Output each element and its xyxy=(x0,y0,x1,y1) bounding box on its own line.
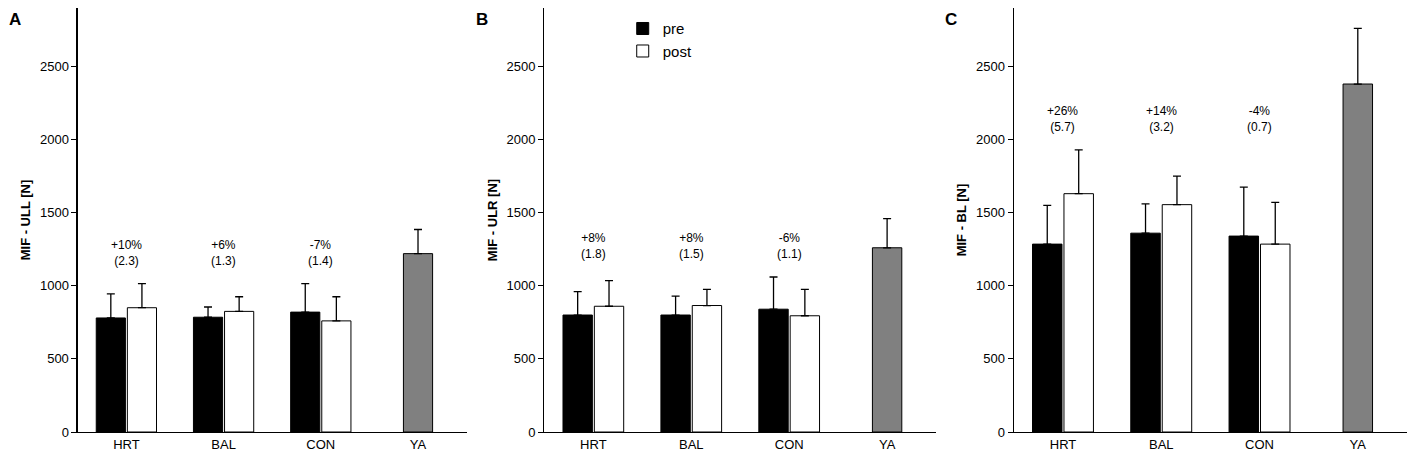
svg-text:+8%(1.8): +8%(1.8) xyxy=(581,231,606,261)
svg-text:1000: 1000 xyxy=(507,278,536,293)
svg-text:MIF - BL [N]: MIF - BL [N] xyxy=(954,184,969,257)
svg-text:HRT: HRT xyxy=(113,437,140,452)
svg-text:2000: 2000 xyxy=(976,132,1005,147)
svg-text:500: 500 xyxy=(983,351,1005,366)
svg-text:BAL: BAL xyxy=(1149,437,1174,452)
svg-text:MIF - ULL [N]: MIF - ULL [N] xyxy=(18,180,33,261)
svg-text:+6%(1.3): +6%(1.3) xyxy=(211,238,236,268)
svg-text:1000: 1000 xyxy=(40,278,69,293)
svg-text:CON: CON xyxy=(1245,437,1274,452)
svg-text:CON: CON xyxy=(306,437,335,452)
svg-text:BAL: BAL xyxy=(211,437,236,452)
svg-text:2000: 2000 xyxy=(40,132,69,147)
svg-text:500: 500 xyxy=(514,351,536,366)
svg-text:0: 0 xyxy=(998,425,1005,440)
svg-text:+8%(1.5): +8%(1.5) xyxy=(679,231,704,261)
svg-text:pre: pre xyxy=(663,20,685,37)
svg-text:YA: YA xyxy=(410,437,427,452)
svg-text:MIF - ULR [N]: MIF - ULR [N] xyxy=(485,179,500,261)
svg-text:-4%(0.7): -4%(0.7) xyxy=(1247,104,1272,134)
svg-text:1500: 1500 xyxy=(976,205,1005,220)
svg-text:+26%(5.7): +26%(5.7) xyxy=(1047,104,1078,134)
svg-text:2500: 2500 xyxy=(40,59,69,74)
svg-text:-6%(1.1): -6%(1.1) xyxy=(777,231,802,261)
svg-text:0: 0 xyxy=(528,425,535,440)
svg-text:YA: YA xyxy=(1350,437,1367,452)
svg-text:+14%(3.2): +14%(3.2) xyxy=(1146,104,1177,134)
svg-text:2500: 2500 xyxy=(507,59,536,74)
svg-text:post: post xyxy=(663,43,692,60)
svg-text:1500: 1500 xyxy=(40,205,69,220)
svg-text:HRT: HRT xyxy=(580,437,607,452)
svg-text:C: C xyxy=(945,10,957,29)
svg-text:BAL: BAL xyxy=(679,437,704,452)
svg-text:+10%(2.3): +10%(2.3) xyxy=(111,238,142,268)
svg-text:0: 0 xyxy=(62,425,69,440)
svg-text:A: A xyxy=(9,10,21,29)
svg-text:2000: 2000 xyxy=(507,132,536,147)
svg-text:CON: CON xyxy=(775,437,804,452)
svg-text:1000: 1000 xyxy=(976,278,1005,293)
svg-text:500: 500 xyxy=(47,351,69,366)
svg-text:-7%(1.4): -7%(1.4) xyxy=(308,238,333,268)
svg-text:YA: YA xyxy=(879,437,896,452)
svg-text:1500: 1500 xyxy=(507,205,536,220)
svg-text:B: B xyxy=(476,10,488,29)
svg-text:2500: 2500 xyxy=(976,59,1005,74)
svg-text:HRT: HRT xyxy=(1050,437,1077,452)
